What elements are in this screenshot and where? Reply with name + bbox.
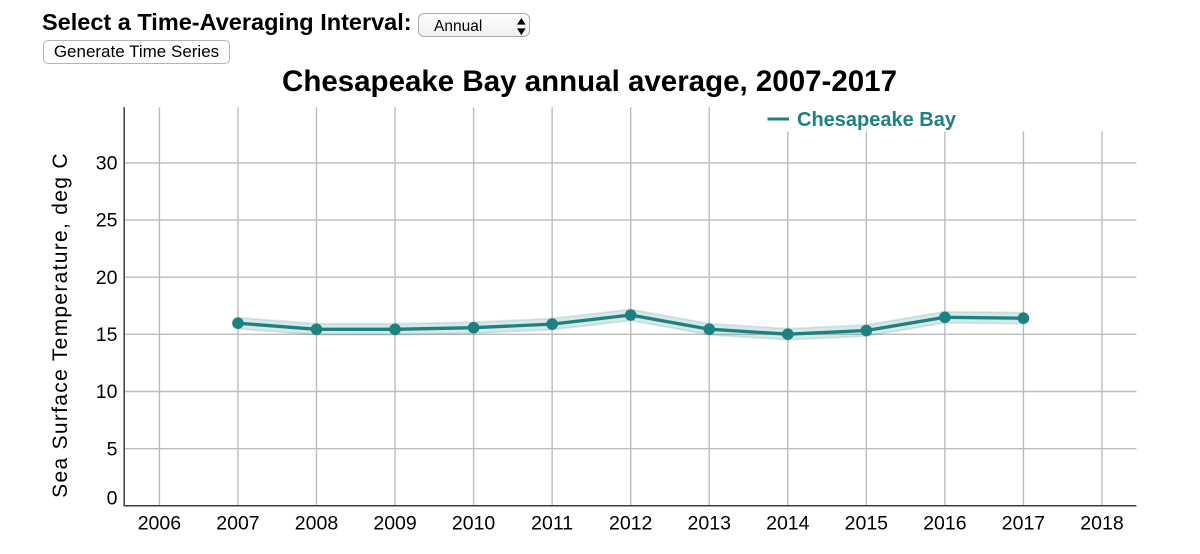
svg-text:2013: 2013: [688, 513, 731, 535]
svg-text:2011: 2011: [531, 513, 573, 535]
svg-text:Chesapeake Bay annual average,: Chesapeake Bay annual average, 2007-2017: [282, 65, 897, 98]
svg-text:2006: 2006: [138, 513, 181, 535]
svg-text:Chesapeake Bay: Chesapeake Bay: [797, 109, 957, 131]
svg-text:2009: 2009: [373, 513, 416, 535]
svg-text:10: 10: [96, 381, 118, 403]
svg-text:0: 0: [107, 488, 118, 510]
svg-text:Sea Surface Temperature, deg C: Sea Surface Temperature, deg C: [49, 152, 72, 498]
svg-text:2008: 2008: [295, 513, 338, 535]
svg-text:30: 30: [96, 153, 118, 175]
svg-text:20: 20: [96, 267, 118, 289]
svg-text:2018: 2018: [1080, 513, 1123, 535]
svg-text:2017: 2017: [1002, 513, 1045, 535]
svg-text:5: 5: [107, 438, 118, 460]
svg-text:2010: 2010: [452, 513, 496, 535]
svg-text:2007: 2007: [216, 513, 259, 535]
svg-text:25: 25: [96, 210, 118, 232]
svg-text:2014: 2014: [766, 513, 810, 535]
svg-text:2015: 2015: [845, 513, 889, 535]
svg-text:15: 15: [96, 324, 118, 346]
svg-text:2012: 2012: [609, 513, 652, 535]
svg-text:2016: 2016: [923, 513, 966, 535]
